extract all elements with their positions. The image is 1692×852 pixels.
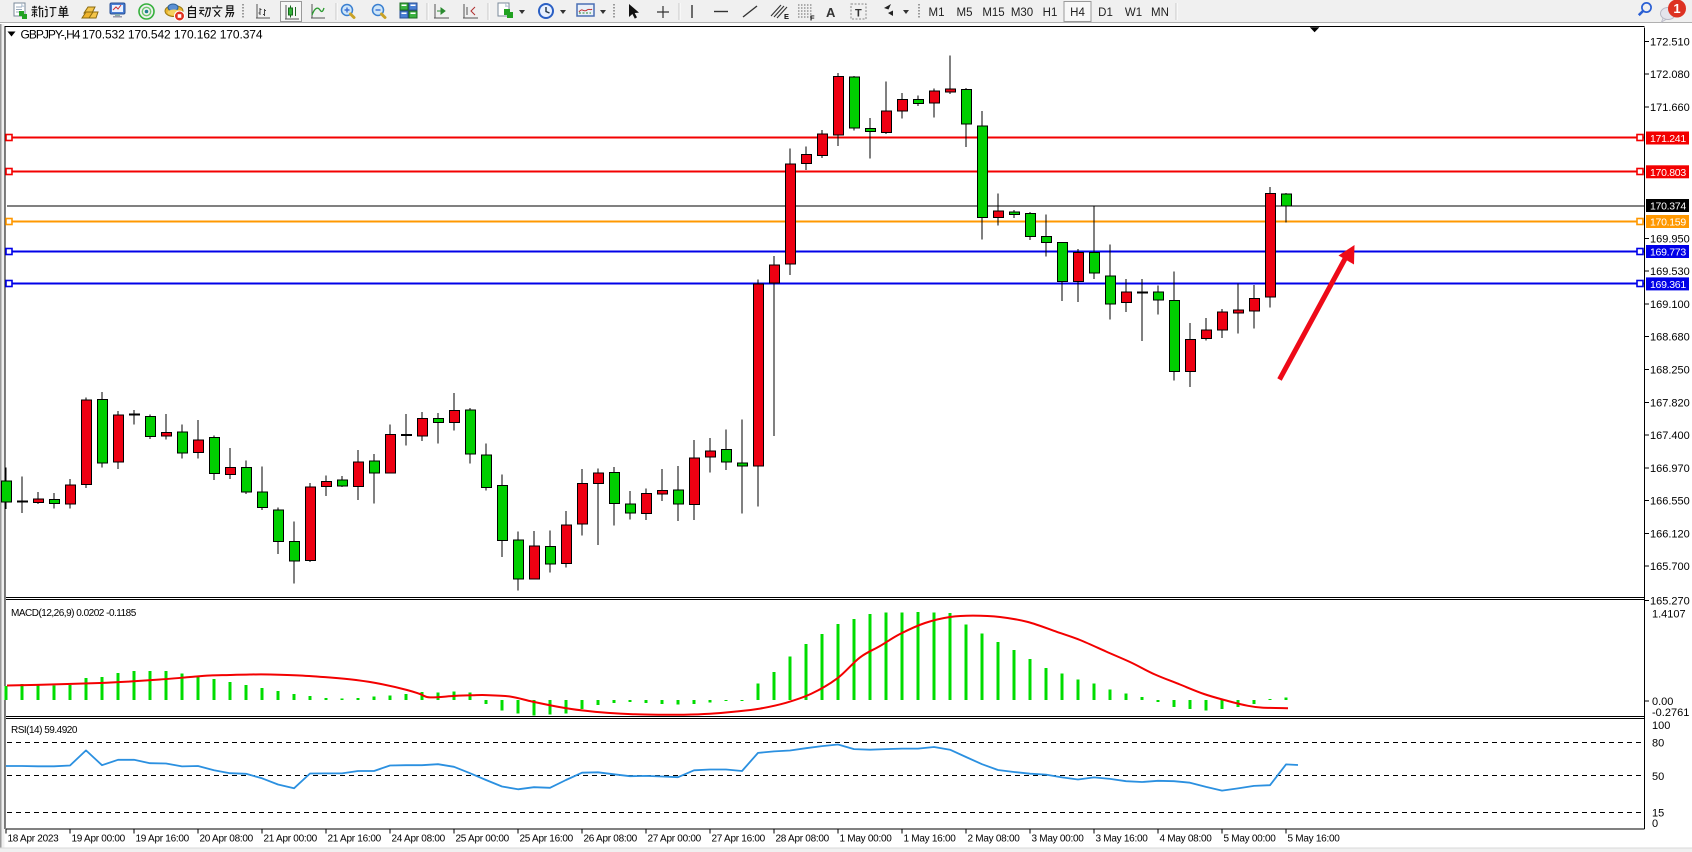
svg-text:15: 15 [1652,808,1664,820]
svg-text:170.532 170.542 170.162 170.37: 170.532 170.542 170.162 170.374 [82,28,263,42]
svg-text:M30: M30 [1011,7,1033,19]
svg-text:169.100: 169.100 [1650,299,1690,311]
svg-text:-0.2761: -0.2761 [1652,707,1689,719]
svg-text:165.700: 165.700 [1650,561,1690,573]
svg-text:5 May 00:00: 5 May 00:00 [1224,833,1277,844]
svg-text:169.773: 169.773 [1650,247,1686,259]
svg-text:GBPJPY-,H4: GBPJPY-,H4 [21,28,81,42]
svg-text:171.660: 171.660 [1650,102,1690,114]
svg-text:T: T [855,8,862,20]
svg-text:80: 80 [1652,738,1664,750]
svg-text:D1: D1 [1098,7,1113,19]
svg-text:H1: H1 [1043,7,1058,19]
svg-text:1: 1 [1673,1,1680,16]
svg-text:M1: M1 [929,7,945,19]
svg-text:M5: M5 [957,7,973,19]
svg-text:19 Apr 00:00: 19 Apr 00:00 [72,833,126,844]
svg-text:166.120: 166.120 [1650,529,1690,541]
svg-text:1 May 16:00: 1 May 16:00 [904,833,957,844]
svg-text:0.00: 0.00 [1652,696,1673,708]
svg-text:168.680: 168.680 [1650,331,1690,343]
svg-text:170.159: 170.159 [1650,217,1686,229]
svg-text:25 Apr 16:00: 25 Apr 16:00 [520,833,574,844]
svg-text:170.803: 170.803 [1650,167,1686,179]
svg-text:167.400: 167.400 [1650,430,1690,442]
svg-text:MACD(12,26,9) 0.0202 -0.1185: MACD(12,26,9) 0.0202 -0.1185 [11,608,137,619]
svg-text:H4: H4 [1070,7,1085,19]
svg-text:172.510: 172.510 [1650,37,1690,49]
svg-text:1 May 00:00: 1 May 00:00 [840,833,893,844]
svg-text:28 Apr 08:00: 28 Apr 08:00 [776,833,830,844]
svg-text:5 May 16:00: 5 May 16:00 [1288,833,1341,844]
svg-text:M15: M15 [982,7,1004,19]
svg-text:2 May 08:00: 2 May 08:00 [968,833,1021,844]
svg-text:165.270: 165.270 [1650,596,1690,608]
svg-text:20 Apr 08:00: 20 Apr 08:00 [200,833,254,844]
svg-text:27 Apr 16:00: 27 Apr 16:00 [712,833,766,844]
svg-text:169.361: 169.361 [1650,279,1686,291]
svg-text:166.550: 166.550 [1650,495,1690,507]
svg-text:26 Apr 08:00: 26 Apr 08:00 [584,833,638,844]
svg-text:166.970: 166.970 [1650,463,1690,475]
svg-text:169.530: 169.530 [1650,266,1690,278]
svg-text:F: F [810,14,815,23]
svg-text:3 May 16:00: 3 May 16:00 [1096,833,1149,844]
svg-text:100: 100 [1652,720,1670,732]
svg-text:21 Apr 00:00: 21 Apr 00:00 [264,833,318,844]
svg-text:171.241: 171.241 [1650,133,1686,145]
svg-text:A: A [826,5,836,20]
svg-text:0: 0 [1652,818,1658,830]
svg-text:169.950: 169.950 [1650,234,1690,246]
svg-text:24 Apr 08:00: 24 Apr 08:00 [392,833,446,844]
svg-text:27 Apr 00:00: 27 Apr 00:00 [648,833,702,844]
svg-text:1.4107: 1.4107 [1652,609,1686,621]
svg-text:167.820: 167.820 [1650,398,1690,410]
svg-text:172.080: 172.080 [1650,69,1690,81]
svg-text:168.250: 168.250 [1650,365,1690,377]
svg-text:RSI(14) 59.4920: RSI(14) 59.4920 [11,725,78,736]
svg-text:170.374: 170.374 [1650,201,1686,213]
svg-text:21 Apr 16:00: 21 Apr 16:00 [328,833,382,844]
svg-text:4 May 08:00: 4 May 08:00 [1160,833,1213,844]
svg-text:25 Apr 00:00: 25 Apr 00:00 [456,833,510,844]
svg-text:MN: MN [1151,7,1169,19]
svg-text:W1: W1 [1125,7,1142,19]
svg-text:50: 50 [1652,771,1664,783]
svg-text:19 Apr 16:00: 19 Apr 16:00 [136,833,190,844]
svg-text:E: E [784,12,789,21]
svg-text:3 May 00:00: 3 May 00:00 [1032,833,1085,844]
svg-text:18 Apr 2023: 18 Apr 2023 [8,833,60,844]
